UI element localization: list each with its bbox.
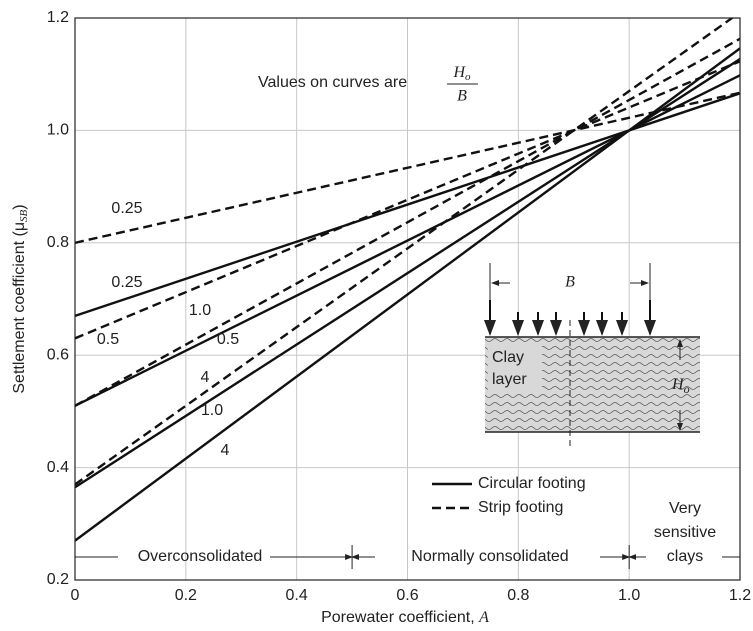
series-line bbox=[75, 47, 740, 542]
curve-label: 0.5 bbox=[97, 331, 119, 348]
label-bg bbox=[488, 346, 542, 392]
region-normal: Normally consolidated bbox=[411, 548, 568, 565]
x-tick-label: 0.2 bbox=[175, 587, 197, 604]
y-tick-label: 1.2 bbox=[47, 9, 69, 26]
curve-label: 1.0 bbox=[189, 302, 211, 319]
curve-label: 4 bbox=[201, 369, 210, 386]
x-tick-label: 1.0 bbox=[618, 587, 640, 604]
region-very: sensitive bbox=[654, 524, 716, 541]
y-tick-label: 1.0 bbox=[47, 122, 69, 139]
lines bbox=[75, 18, 740, 542]
y-tick-label: 0.4 bbox=[47, 459, 69, 476]
y-axis-label: Settlement coefficient (μSB) bbox=[11, 204, 29, 393]
series-line bbox=[75, 60, 740, 340]
x-tick-label: 0.4 bbox=[286, 587, 308, 604]
region-very: Very bbox=[669, 500, 701, 517]
grid bbox=[74, 17, 741, 581]
curve-label: 0.25 bbox=[111, 274, 142, 291]
y-tick-label: 0.2 bbox=[47, 571, 69, 588]
series-line bbox=[75, 18, 735, 486]
x-tick-label: 0.6 bbox=[396, 587, 418, 604]
inset-clay: Clay bbox=[492, 349, 524, 366]
y-tick-label: 0.8 bbox=[47, 234, 69, 251]
series-line bbox=[75, 37, 740, 407]
regions: Overconsolidated Normally consolidated V… bbox=[138, 500, 716, 565]
curve-label: 0.5 bbox=[217, 331, 239, 348]
curve-label: 0.25 bbox=[111, 200, 142, 217]
curve-label: 1.0 bbox=[201, 402, 223, 419]
legend-label: Strip footing bbox=[478, 499, 563, 516]
y-tick-label: 0.6 bbox=[47, 346, 69, 363]
inset-b: B bbox=[565, 274, 575, 291]
series-line bbox=[75, 91, 740, 244]
region-over: Overconsolidated bbox=[138, 548, 263, 565]
note-text: Values on curves are bbox=[258, 74, 407, 91]
inset-h: Ho bbox=[671, 376, 690, 396]
loads bbox=[484, 300, 656, 336]
x-tick-label: 0 bbox=[71, 587, 80, 604]
x-axis-label: Porewater coefficient, A bbox=[321, 609, 489, 627]
inset: B Clay layer Ho bbox=[484, 263, 700, 450]
x-tick-label: 1.2 bbox=[729, 587, 751, 604]
x-tick-label: 0.8 bbox=[507, 587, 529, 604]
region-very: clays bbox=[667, 548, 703, 565]
note-num: Ho bbox=[452, 64, 471, 83]
note-den: B bbox=[457, 88, 467, 105]
legend-label: Circular footing bbox=[478, 475, 586, 492]
curve-label: 4 bbox=[221, 442, 230, 459]
inset-clay: layer bbox=[492, 371, 527, 388]
legend: Circular footing Strip footing bbox=[432, 475, 586, 516]
plot-frame bbox=[74, 17, 741, 581]
